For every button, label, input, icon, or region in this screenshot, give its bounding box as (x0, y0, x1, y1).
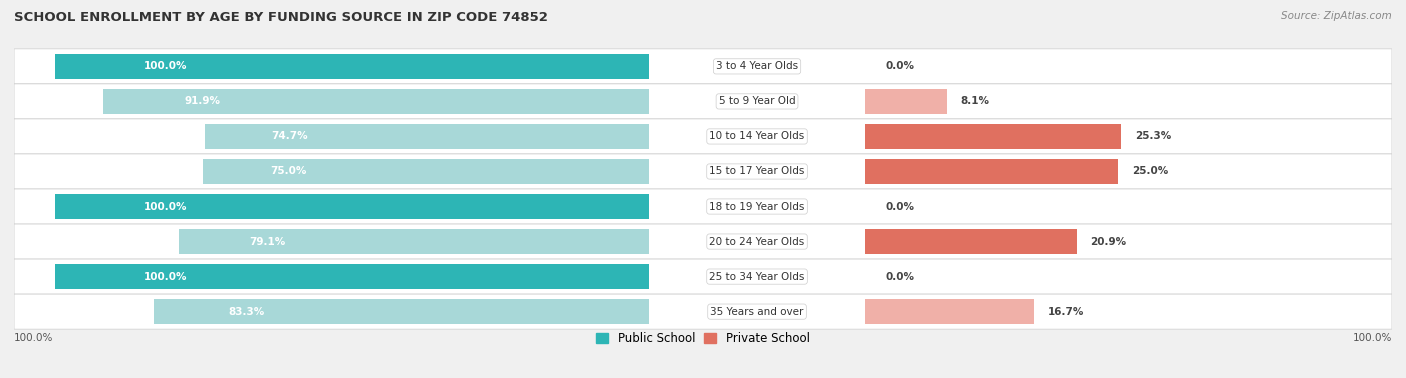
Bar (865, 229, 1077, 254)
Text: 100.0%: 100.0% (143, 271, 187, 282)
FancyBboxPatch shape (14, 84, 1392, 119)
Bar (55, 264, 650, 289)
Text: SCHOOL ENROLLMENT BY AGE BY FUNDING SOURCE IN ZIP CODE 74852: SCHOOL ENROLLMENT BY AGE BY FUNDING SOUR… (14, 11, 548, 24)
FancyBboxPatch shape (14, 49, 1392, 84)
Text: 25.3%: 25.3% (1135, 132, 1171, 141)
Text: 20.9%: 20.9% (1091, 237, 1126, 246)
Text: 74.7%: 74.7% (271, 132, 308, 141)
Text: 100.0%: 100.0% (143, 61, 187, 71)
Text: 25.0%: 25.0% (1132, 166, 1168, 177)
Text: 100.0%: 100.0% (1353, 333, 1392, 343)
Text: 20 to 24 Year Olds: 20 to 24 Year Olds (710, 237, 804, 246)
Text: 35 Years and over: 35 Years and over (710, 307, 804, 317)
Legend: Public School, Private School: Public School, Private School (592, 327, 814, 350)
Bar (865, 159, 1118, 184)
Text: 0.0%: 0.0% (886, 61, 914, 71)
FancyBboxPatch shape (14, 224, 1392, 259)
FancyBboxPatch shape (14, 294, 1392, 329)
Text: 8.1%: 8.1% (960, 96, 990, 107)
Text: 83.3%: 83.3% (228, 307, 264, 317)
Bar (179, 229, 650, 254)
Text: 79.1%: 79.1% (249, 237, 285, 246)
Bar (865, 124, 1122, 149)
FancyBboxPatch shape (14, 259, 1392, 294)
Text: 10 to 14 Year Olds: 10 to 14 Year Olds (710, 132, 804, 141)
Text: 75.0%: 75.0% (270, 166, 307, 177)
Text: 15 to 17 Year Olds: 15 to 17 Year Olds (710, 166, 804, 177)
Bar (865, 299, 1035, 324)
Text: 0.0%: 0.0% (886, 271, 914, 282)
Bar (153, 299, 650, 324)
Text: 25 to 34 Year Olds: 25 to 34 Year Olds (710, 271, 804, 282)
Bar (865, 89, 948, 114)
Bar (55, 194, 650, 219)
Text: 100.0%: 100.0% (143, 201, 187, 212)
FancyBboxPatch shape (14, 119, 1392, 154)
Bar (204, 159, 650, 184)
Text: 100.0%: 100.0% (14, 333, 53, 343)
Bar (103, 89, 650, 114)
Bar (55, 54, 650, 79)
Text: 91.9%: 91.9% (184, 96, 221, 107)
Text: 16.7%: 16.7% (1047, 307, 1084, 317)
FancyBboxPatch shape (14, 154, 1392, 189)
Text: 5 to 9 Year Old: 5 to 9 Year Old (718, 96, 796, 107)
Text: 18 to 19 Year Olds: 18 to 19 Year Olds (710, 201, 804, 212)
Text: 3 to 4 Year Olds: 3 to 4 Year Olds (716, 61, 799, 71)
FancyBboxPatch shape (14, 189, 1392, 224)
Text: Source: ZipAtlas.com: Source: ZipAtlas.com (1281, 11, 1392, 21)
Bar (205, 124, 650, 149)
Text: 0.0%: 0.0% (886, 201, 914, 212)
